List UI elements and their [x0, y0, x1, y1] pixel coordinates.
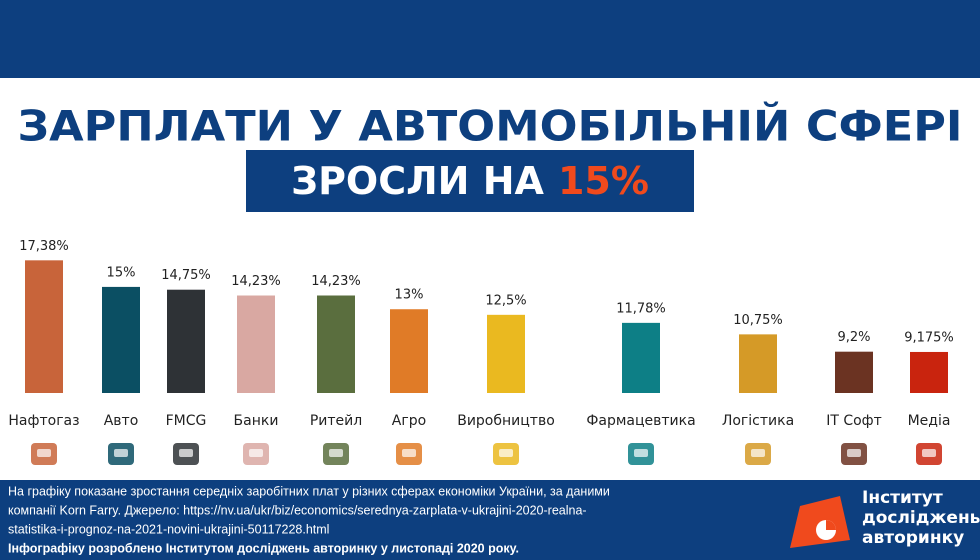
x-tick-label: Нафтогаз	[8, 413, 79, 429]
category-icon	[493, 443, 519, 465]
x-tick-label: Ритейл	[310, 413, 362, 429]
value-label: 9,175%	[904, 330, 954, 345]
icon-detail	[751, 449, 765, 457]
footer-note: На графіку показане зростання середніх з…	[8, 484, 610, 498]
subtitle-box	[246, 150, 694, 212]
x-tick-label: Виробництво	[457, 413, 555, 429]
bar	[835, 351, 873, 393]
value-label: 14,23%	[311, 274, 361, 289]
icon-detail	[634, 449, 648, 457]
category-icon	[173, 443, 199, 465]
value-label: 11,78%	[616, 301, 666, 316]
value-label: 9,2%	[837, 330, 870, 345]
footer-note: Інфографіку розроблено Інститутом дослід…	[8, 541, 519, 555]
value-label: 15%	[107, 265, 136, 280]
x-tick-label: Медіа	[908, 413, 951, 429]
footer-note: компанії Korn Farry. Джерело: https://nv…	[8, 503, 587, 517]
subtitle-text: ЗРОСЛИ НА	[291, 159, 544, 203]
icon-detail	[249, 449, 263, 457]
value-label: 14,75%	[161, 268, 211, 283]
bar	[25, 260, 63, 393]
category-icon	[396, 443, 422, 465]
x-tick-label: Логістика	[722, 413, 794, 429]
bar	[739, 334, 777, 393]
x-tick-label: IT Софт	[826, 413, 882, 429]
value-label: 10,75%	[733, 313, 783, 328]
bar	[237, 295, 275, 393]
bar	[390, 309, 428, 393]
value-label: 14,23%	[231, 274, 281, 289]
category-icon	[841, 443, 867, 465]
icon-detail	[114, 449, 128, 457]
x-tick-label: FMCG	[166, 413, 207, 429]
bar	[910, 351, 948, 393]
subtitle-highlight: 15%	[558, 159, 649, 203]
icon-detail	[402, 449, 416, 457]
value-label: 17,38%	[19, 239, 69, 254]
icon-detail	[329, 449, 343, 457]
category-icon	[323, 443, 349, 465]
bar	[622, 322, 660, 393]
chart-title: ЗАРПЛАТИ У АВТОМОБІЛЬНІЙ СФЕРІ	[18, 101, 963, 151]
logo-clock-hand	[826, 520, 836, 530]
icon-detail	[37, 449, 51, 457]
bar	[167, 289, 205, 393]
logo-text: авторинку	[862, 528, 964, 548]
chart-subtitle: ЗРОСЛИ НА 15%	[291, 159, 649, 203]
logo-text: Інститут	[862, 488, 943, 508]
logo-text: досліджень	[862, 508, 980, 528]
category-icon	[243, 443, 269, 465]
top-band	[0, 0, 980, 78]
icon-detail	[922, 449, 936, 457]
bar	[487, 314, 525, 393]
footer-note: statistika-i-prognoz-na-2021-novini-ukra…	[8, 522, 329, 536]
x-tick-label: Агро	[392, 413, 426, 429]
x-tick-label: Авто	[104, 413, 139, 429]
category-icon	[31, 443, 57, 465]
category-icon	[745, 443, 771, 465]
x-tick-label: Банки	[234, 413, 279, 429]
icon-detail	[847, 449, 861, 457]
value-label: 13%	[395, 288, 424, 303]
x-tick-label: Фармацевтика	[586, 413, 695, 429]
icon-detail	[179, 449, 193, 457]
value-label: 12,5%	[485, 293, 526, 308]
icon-detail	[499, 449, 513, 457]
category-icon	[108, 443, 134, 465]
category-icon	[628, 443, 654, 465]
category-icon	[916, 443, 942, 465]
bar	[317, 295, 355, 393]
bar	[102, 286, 140, 393]
